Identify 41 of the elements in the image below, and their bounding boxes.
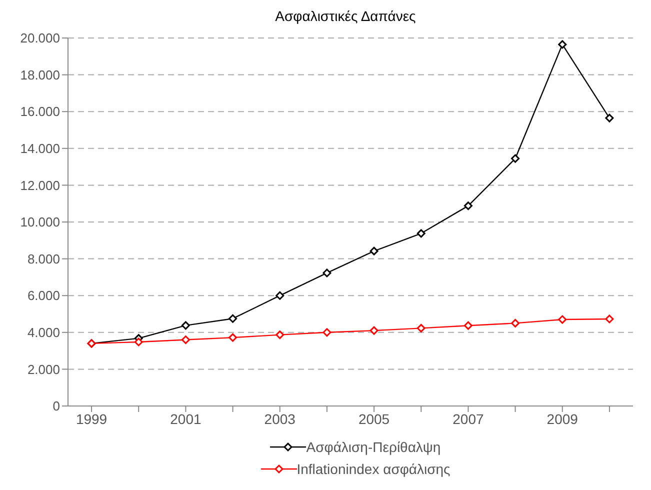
point — [228, 314, 238, 323]
point — [370, 326, 378, 335]
point — [416, 229, 426, 238]
point — [322, 328, 332, 337]
legend-label: Inflationindex ασφάλισης — [296, 461, 450, 477]
x-tick-label: 2001 — [170, 410, 202, 427]
point — [558, 315, 567, 324]
point — [276, 291, 284, 300]
x-tick-label: 2009 — [546, 410, 578, 427]
point — [181, 336, 190, 344]
y-tick-label: 12.000 — [20, 178, 60, 193]
x-tick-label: 2003 — [264, 410, 296, 427]
y-tick-label: 6.000 — [27, 288, 60, 304]
point — [605, 314, 614, 324]
point — [511, 154, 520, 163]
legend-label: Ασφάλιση-Περίθαλψη — [306, 439, 441, 455]
point — [558, 40, 567, 49]
y-tick-label: 10.000 — [20, 214, 60, 230]
y-tick-label: 16.000 — [20, 104, 60, 120]
y-tick-label: 0 — [52, 398, 60, 414]
point — [464, 202, 472, 210]
point — [322, 268, 332, 278]
x-tick-label: 2007 — [452, 410, 484, 427]
y-tick-label: 14.000 — [20, 141, 60, 156]
x-tick-label: 2005 — [358, 410, 390, 427]
point — [276, 330, 284, 340]
point — [181, 321, 190, 330]
point — [370, 246, 378, 256]
y-tick-label: 20.000 — [20, 30, 60, 46]
point — [134, 338, 143, 346]
point — [416, 324, 426, 332]
y-tick-label: 4.000 — [27, 325, 60, 340]
point — [605, 114, 614, 122]
y-tick-label: 8.000 — [27, 251, 60, 266]
x-tick-label: 1999 — [76, 410, 108, 427]
point — [464, 321, 472, 330]
chart-title: Ασφαλιστικές Δαπάνες — [274, 8, 417, 26]
y-tick-label: 18.000 — [20, 67, 60, 82]
y-tick-label: 2.000 — [27, 362, 60, 377]
point — [511, 318, 520, 328]
point — [228, 333, 238, 342]
